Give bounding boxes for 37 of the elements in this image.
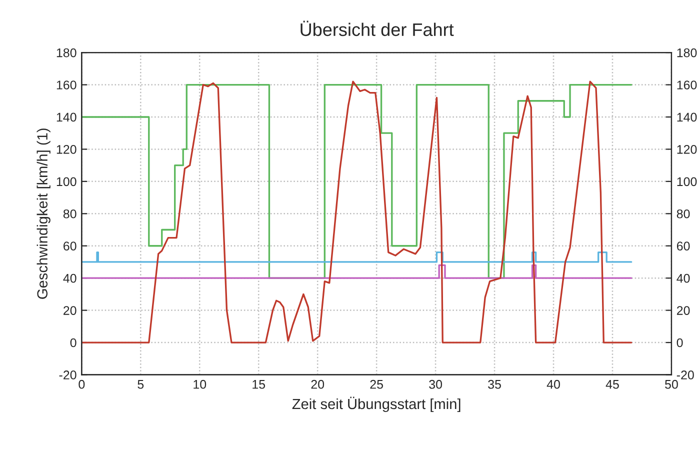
- y-tick-label: 140: [56, 112, 76, 122]
- y2-tick-label: 120: [677, 145, 697, 154]
- y-tick-label: 100: [56, 177, 76, 186]
- x-tick-label: 30: [429, 380, 442, 389]
- y-tick-label: -20: [59, 370, 76, 380]
- x-tick-label: 25: [370, 380, 383, 389]
- x-tick-label: 10: [194, 380, 206, 389]
- x-tick-label: 0: [78, 380, 85, 389]
- y2-tick-label: 140: [677, 112, 697, 122]
- y-tick-label: 20: [64, 306, 76, 315]
- y-tick-label: 180: [56, 48, 76, 58]
- y-tick-label: 40: [63, 274, 76, 283]
- y2-tick-label: -20: [676, 370, 694, 380]
- chart-title: Übersicht der Fahrt: [300, 20, 454, 36]
- x-tick-label: 5: [138, 380, 144, 389]
- x-tick-label: 15: [252, 380, 266, 389]
- y-axis-title: Geschwindigkeit [km/h] (1): [36, 128, 50, 299]
- y2-tick-label: 40: [676, 274, 690, 283]
- y2-tick-label: 100: [677, 177, 697, 186]
- y2-tick-label: 180: [677, 48, 697, 58]
- y-tick-label: 80: [63, 209, 76, 218]
- line-series: [82, 80, 632, 344]
- x-tick-label: 35: [488, 380, 501, 389]
- y2-tick-label: 20: [676, 306, 690, 315]
- y-tick-label: 120: [56, 145, 76, 154]
- y2-tick-label: 80: [676, 209, 690, 218]
- y-tick-label: 0: [70, 338, 76, 348]
- y-tick-label: 60: [64, 242, 76, 251]
- x-tick-label: 50: [665, 380, 678, 389]
- y-tick-label: 160: [56, 80, 76, 90]
- x-tick-label: 45: [606, 380, 619, 389]
- x-tick-label: 40: [546, 380, 560, 389]
- y2-tick-label: 60: [676, 242, 690, 251]
- x-tick-label: 20: [311, 380, 324, 389]
- y2-tick-label: 0: [676, 338, 683, 348]
- y2-tick-label: 160: [677, 80, 697, 90]
- x-axis-title: Zeit seit Übungsstart [min]: [292, 396, 460, 412]
